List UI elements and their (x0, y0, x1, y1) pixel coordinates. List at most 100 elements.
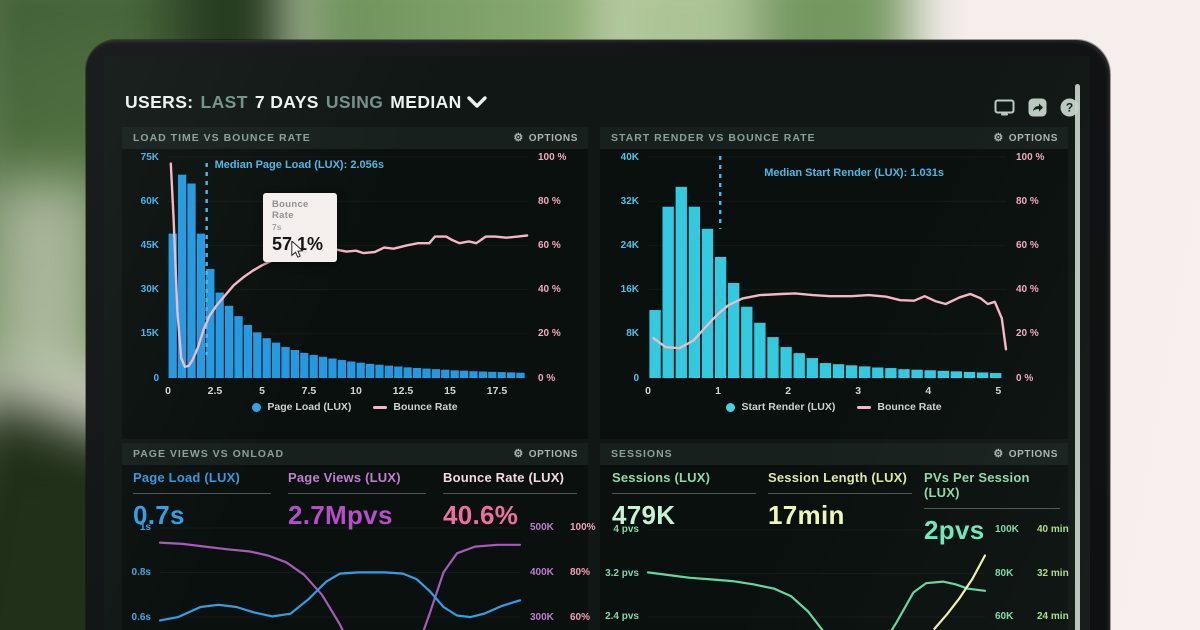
bar (318, 356, 328, 378)
metric-page-views: Page Views (LUX) 2.7Mpvs (288, 470, 426, 531)
x-axis-tick: 10 (350, 385, 362, 397)
bar (290, 350, 300, 378)
y-axis-tick-left: 3.2 pvs (605, 567, 639, 579)
y-axis-tick-left: 45K (140, 239, 159, 251)
bar (281, 347, 290, 378)
metric-value: 2.7Mpvs (288, 500, 393, 530)
bar (911, 369, 923, 378)
start-render-chart[interactable]: Median Start Render (LUX): 1.031s 40K 32K 2… (600, 149, 1068, 439)
metric-bounce-rate: Bounce Rate (LUX) 40.6% (443, 470, 577, 531)
bar (422, 368, 431, 378)
panel-title: PAGE VIEWS VS ONLOAD (133, 448, 285, 460)
options-button[interactable]: ⚙ OPTIONS (993, 447, 1058, 460)
median-annotation: Median Start Render (LUX): 1.031s (764, 167, 944, 179)
bar (196, 233, 206, 378)
display-icon[interactable] (994, 99, 1015, 116)
y-axis-tick-left: 60K (140, 195, 159, 207)
panel-header: PAGE VIEWS VS ONLOAD ⚙ OPTIONS (122, 443, 588, 465)
metric-underline (443, 493, 577, 494)
bar (187, 183, 196, 378)
gear-icon: ⚙ (513, 447, 524, 460)
panel-title: START RENDER VS BOUNCE RATE (611, 132, 816, 144)
panel-header: SESSIONS ⚙ OPTIONS (600, 443, 1068, 465)
bar (793, 353, 805, 378)
options-button[interactable]: ⚙ OPTIONS (513, 131, 578, 144)
header-users-label: USERS: (125, 91, 194, 112)
svg-text:?: ? (1066, 101, 1073, 115)
bar (478, 371, 488, 378)
bar (375, 364, 384, 378)
header-median-label: MEDIAN (390, 91, 462, 112)
load-time-chart[interactable]: Median Page Load (LUX): 2.056s 75K 60K 45K 3… (122, 149, 588, 439)
sessions-chart[interactable]: 4 pvs 3.2 pvs 2.4 pvs 100K 40 min 80K 32 min 60… (600, 465, 1069, 630)
options-button[interactable]: ⚙ OPTIONS (513, 447, 578, 460)
bar (403, 367, 412, 378)
help-icon[interactable]: ? (1060, 98, 1079, 117)
y-axis-tick-right: 60 % (1016, 239, 1039, 251)
metric-page-load: Page Load (LUX) 0.7s (133, 470, 271, 531)
share-icon[interactable] (1028, 98, 1047, 117)
scrollbar[interactable] (1075, 84, 1080, 630)
bar (262, 338, 271, 378)
y-axis-tick-right2: 100% (570, 522, 596, 534)
panel-header: START RENDER VS BOUNCE RATE ⚙ OPTIONS (600, 127, 1068, 149)
options-button[interactable]: ⚙ OPTIONS (993, 131, 1058, 144)
chart-canvas (646, 529, 987, 630)
bar (506, 372, 516, 378)
metric-value: 17min (768, 500, 845, 530)
y-axis-tick-right2: 40 min (1037, 524, 1069, 536)
line-series (169, 162, 529, 369)
x-axis-tick: 3 (855, 385, 862, 397)
y-axis-tick-left: 0.6s (131, 611, 151, 623)
x-axis-tick: 2.5 (207, 385, 223, 397)
y-axis-tick-right: 400K (530, 566, 554, 578)
x-axis-tick: 0 (165, 385, 171, 397)
y-axis-tick-right: 80K (995, 567, 1014, 579)
y-axis-tick-right: 100 % (1016, 151, 1045, 163)
y-axis-tick-right2: 32 min (1037, 567, 1069, 579)
users-period-dropdown[interactable]: USERS: LAST 7 DAYS USING MEDIAN (125, 90, 488, 114)
bar (309, 355, 318, 378)
laptop: USERS: LAST 7 DAYS USING MEDIAN ? LOAD T… (86, 40, 1110, 630)
y-axis-tick-left: 0 (153, 372, 159, 384)
y-axis-tick-right: 500K (530, 522, 554, 534)
line-series (158, 541, 522, 630)
mouse-cursor (291, 241, 304, 258)
x-axis-tick: 0 (645, 385, 651, 397)
metric-value: 40.6% (443, 500, 519, 530)
header-last-label: LAST (200, 91, 248, 112)
y-axis-tick-left: 8K (626, 328, 639, 340)
bar (224, 305, 234, 378)
bar-series (168, 174, 525, 378)
metric-label: Page Views (LUX) (288, 470, 401, 485)
median-annotation: Median Page Load (LUX): 2.056s (214, 159, 384, 171)
metric-value: 2pvs (924, 515, 985, 545)
line-series (158, 571, 522, 622)
legend-dot (252, 402, 262, 412)
chart-canvas (168, 156, 529, 379)
gear-icon: ⚙ (993, 447, 1004, 460)
bar (924, 370, 936, 378)
panel-page-views-vs-onload: PAGE VIEWS VS ONLOAD ⚙ OPTIONS 1s 0.8s 0.6s… (122, 443, 596, 630)
y-axis-tick-left: 15K (140, 328, 159, 340)
x-axis-tick: 5 (995, 385, 1002, 397)
legend-line-swatch (857, 405, 872, 409)
bar (832, 364, 845, 378)
panel-title: SESSIONS (611, 448, 673, 460)
x-axis-tick: 4 (925, 385, 932, 397)
metric-underline (768, 493, 912, 494)
bar (356, 362, 365, 378)
panel-header: LOAD TIME VS BOUNCE RATE ⚙ OPTIONS (122, 127, 588, 149)
legend-line-swatch (373, 405, 388, 409)
bar (741, 306, 753, 378)
chart-legend: Page Load (LUX) Bounce Rate (122, 401, 588, 413)
y-axis-tick-left: 16K (620, 284, 639, 296)
bar (384, 365, 394, 378)
bar (649, 310, 661, 378)
y-axis-tick-right2: 80% (570, 566, 591, 578)
page-views-onload-chart[interactable]: 1s 0.8s 0.6s 500K 100% 400K 80% 300K 60% (122, 465, 596, 630)
dashboard-screen: USERS: LAST 7 DAYS USING MEDIAN ? LOAD T… (104, 56, 1090, 630)
x-axis-tick: 17.5 (486, 385, 508, 397)
y-axis-tick-left: 0 (633, 372, 639, 384)
legend-dot (726, 402, 736, 412)
